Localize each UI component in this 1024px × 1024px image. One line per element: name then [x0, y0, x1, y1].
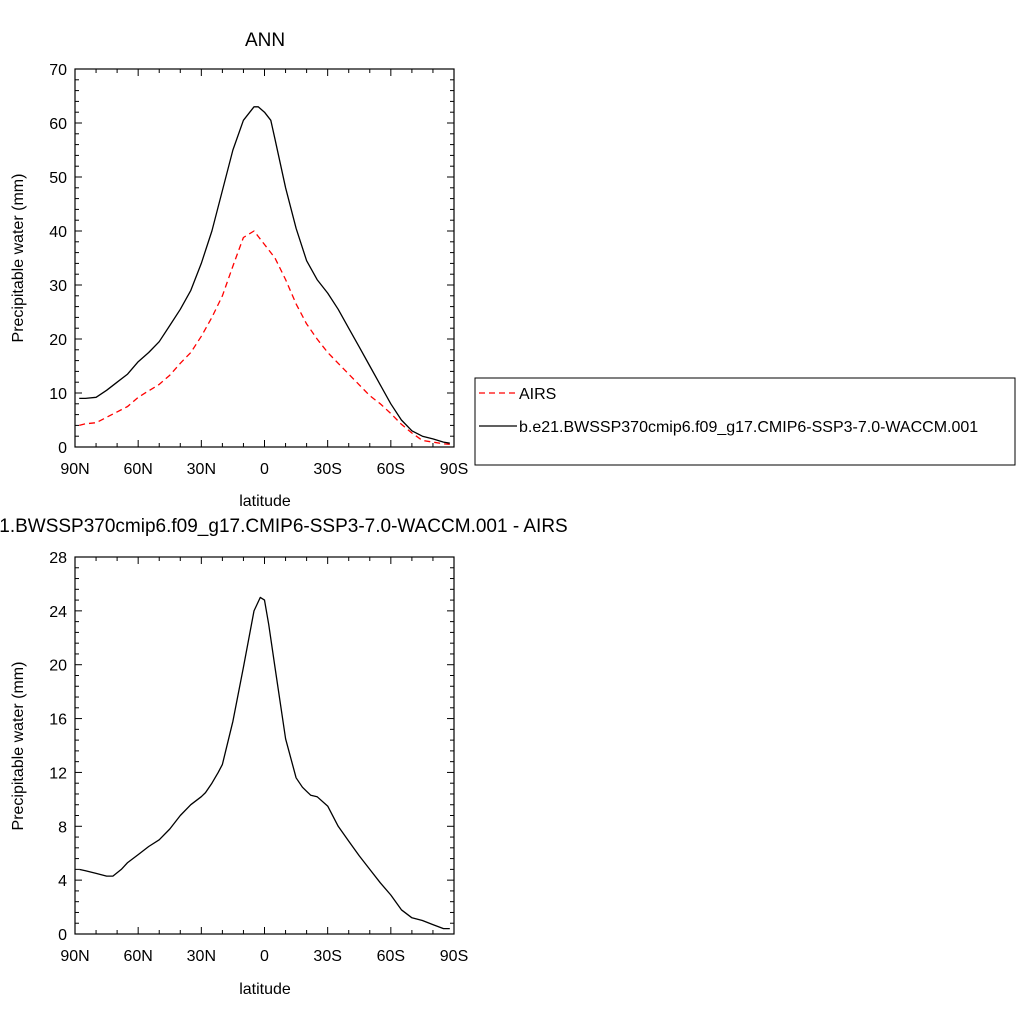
bottom-y-tick-label: 20 [49, 658, 67, 675]
top-x-tick-label: 30S [313, 461, 341, 478]
top-y-tick-label: 40 [49, 224, 67, 241]
top-y-tick-label: 30 [49, 278, 67, 295]
legend-label-model: b.e21.BWSSP370cmip6.f09_g17.CMIP6-SSP3-7… [519, 419, 978, 436]
top-y-tick-label: 0 [58, 440, 67, 457]
bottom-y-tick-label: 8 [58, 819, 67, 836]
bottom-y-tick-label: 12 [49, 765, 67, 782]
bottom-x-tick-label: 30N [187, 948, 216, 965]
legend-box [474, 377, 1016, 466]
bottom-x-tick-label: 60N [123, 948, 152, 965]
top-panel: ANN latitude Precipitable water (mm) 90N… [10, 30, 468, 510]
top-panel-ticks: 90N 60N 30N 0 30S 60S 90S 0 10 20 30 40 50 60 70 [49, 62, 468, 478]
bottom-x-tick-label: 90S [440, 948, 468, 965]
top-x-tick-label: 60S [377, 461, 405, 478]
top-x-tick-label: 90N [60, 461, 89, 478]
top-x-tick-label: 90S [440, 461, 468, 478]
top-y-tick-label: 70 [49, 62, 67, 79]
bottom-y-tick-label: 24 [49, 604, 67, 621]
top-panel-series [79, 106, 450, 445]
bottom-y-tick-label: 28 [49, 550, 67, 567]
top-x-tick-label: 60N [123, 461, 152, 478]
top-panel-xlabel: latitude [239, 493, 291, 510]
bottom-panel-xlabel: latitude [239, 981, 291, 998]
top-panel-title: ANN [245, 30, 285, 51]
top-x-tick-label: 30N [187, 461, 216, 478]
bottom-panel: b.e21.BWSSP370cmip6.f09_g17.CMIP6-SSP3-7… [0, 516, 568, 998]
legend: AIRS b.e21.BWSSP370cmip6.f09_g17.CMIP6-S… [474, 377, 1016, 466]
bottom-y-tick-label: 0 [58, 927, 67, 944]
top-panel-ylabel: Precipitable water (mm) [10, 174, 27, 343]
top-y-tick-label: 50 [49, 170, 67, 187]
top-series-line-1 [79, 106, 450, 444]
bottom-x-tick-label: 30S [313, 948, 341, 965]
top-y-tick-label: 20 [49, 332, 67, 349]
bottom-panel-title: b.e21.BWSSP370cmip6.f09_g17.CMIP6-SSP3-7… [0, 516, 568, 537]
bottom-panel-series [79, 596, 450, 930]
legend-label-airs: AIRS [519, 386, 556, 403]
bottom-y-tick-label: 4 [58, 873, 67, 890]
bottom-series-line-0 [79, 596, 450, 930]
bottom-x-tick-label: 0 [260, 948, 269, 965]
bottom-panel-ticks: 90N 60N 30N 0 30S 60S 90S 0 4 8 12 16 20 24 28 [49, 550, 468, 965]
top-panel-frame [74, 68, 455, 448]
top-x-tick-label: 0 [260, 461, 269, 478]
top-series-line-0 [79, 230, 450, 445]
bottom-panel-frame [74, 556, 455, 935]
bottom-x-tick-label: 60S [377, 948, 405, 965]
bottom-panel-ylabel: Precipitable water (mm) [10, 662, 27, 831]
top-y-tick-label: 60 [49, 116, 67, 133]
top-y-tick-label: 10 [49, 386, 67, 403]
bottom-y-tick-label: 16 [49, 712, 67, 729]
bottom-x-tick-label: 90N [60, 948, 89, 965]
